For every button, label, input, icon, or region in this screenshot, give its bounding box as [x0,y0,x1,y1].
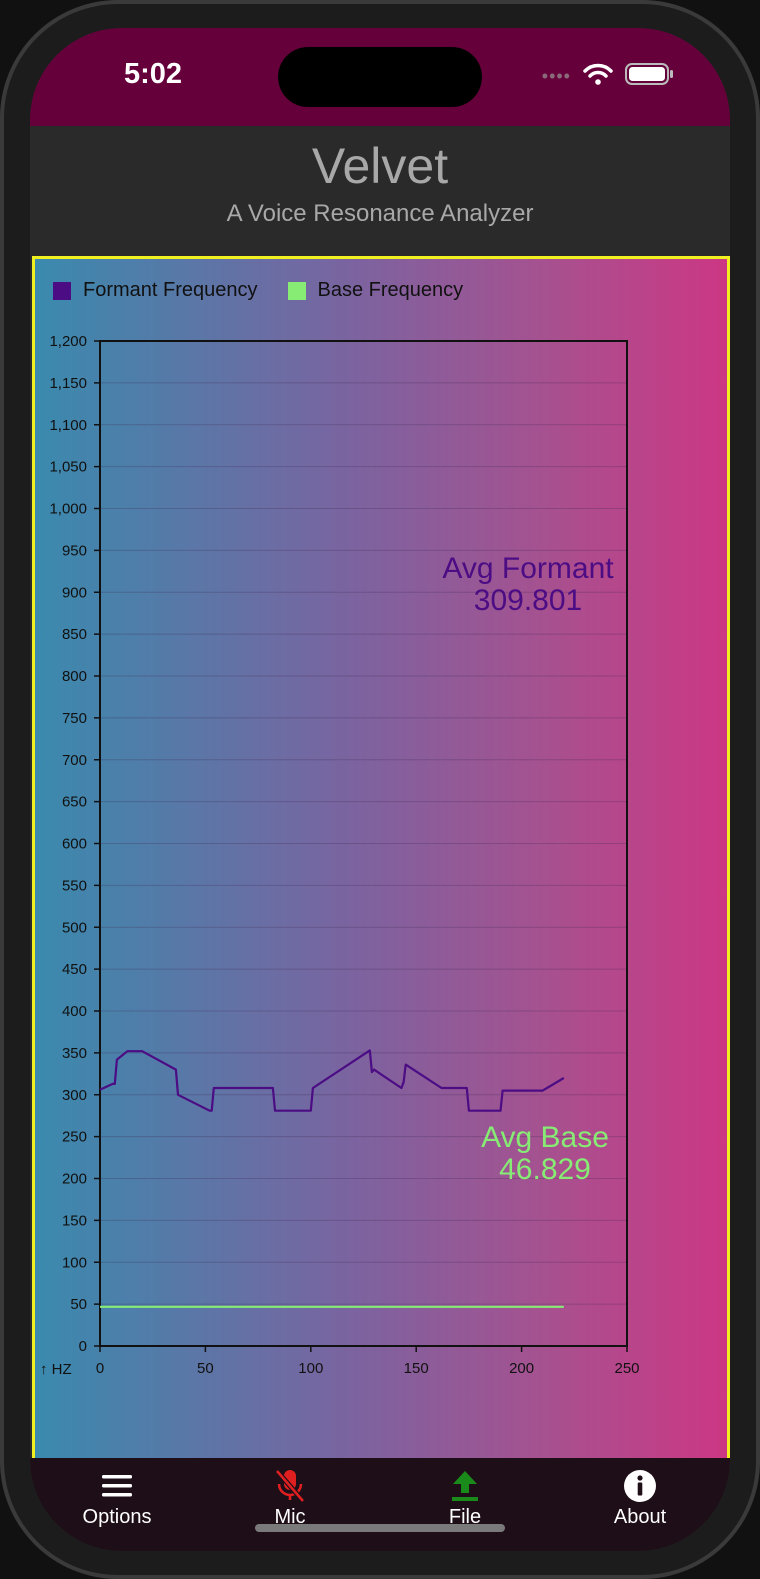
y-tick-label: 300 [62,1087,87,1104]
y-tick-label: 1,000 [49,501,87,518]
y-tick-label: 800 [62,668,87,685]
y-tick-label: 500 [62,919,87,936]
y-tick-label: 700 [62,752,87,769]
y-axis-ticks: 0 50 100 150 200 250 300 350 400 450 500 550 600 650 7… [49,333,100,1355]
tab-bar: Options Mic File [30,1458,730,1551]
tab-label: File [448,1506,482,1528]
frequency-chart: 0501001502002503003504004505005506006507… [40,333,640,1378]
x-axis-ticks: 0 50 100 150 200 250 [96,1346,640,1377]
y-tick-label: 0 [79,1338,87,1355]
tab-options[interactable]: Options [57,1466,177,1529]
x-tick-label: 250 [614,1360,639,1377]
status-time: 5:02 [124,58,183,90]
y-tick-label: 400 [62,1003,87,1020]
tab-about[interactable]: About [580,1466,700,1529]
y-tick-label: 550 [62,877,87,894]
y-tick-label: 1,150 [49,375,87,392]
x-tick-label: 100 [298,1360,323,1377]
y-tick-label: 450 [62,961,87,978]
y-tick-label: 100 [62,1254,87,1271]
y-tick-label: 750 [62,710,87,727]
upload-icon [405,1466,525,1506]
legend-label-base: Base Frequency [317,279,464,301]
app-subtitle: A Voice Resonance Analyzer [226,200,534,227]
tab-label: Options [82,1506,152,1528]
wifi-icon [583,63,613,90]
menu-icon [57,1466,177,1506]
y-tick-label: 150 [62,1212,87,1229]
y-tick-label: 250 [62,1129,87,1146]
mic-off-icon [230,1466,350,1506]
tab-label: About [613,1506,667,1528]
tab-label: Mic [274,1506,306,1528]
legend-swatch-formant [53,281,71,300]
y-tick-label: 1,200 [49,333,87,350]
y-tick-label: 350 [62,1045,87,1062]
plot-frame [99,340,628,1347]
screen: 5:02 •••• Velvet A Voice Resonance [30,28,730,1551]
y-tick-label: 900 [62,584,87,601]
x-tick-label: 50 [197,1360,214,1377]
signal-dots-icon: •••• [541,66,571,86]
status-bar: 5:02 •••• [30,28,730,126]
legend-label-formant: Formant Frequency [83,279,258,301]
y-unit-label: ↑ HZ [40,1361,72,1378]
status-icons: •••• [542,62,675,91]
y-tick-label: 50 [70,1296,87,1313]
y-tick-label: 950 [62,542,87,559]
legend-swatch-base [287,281,306,300]
legend-item-base: Base Frequency [287,279,464,302]
avg-base-label: Avg Base [481,1121,609,1154]
app-title: Velvet [311,138,449,194]
chart-series [99,1049,565,1308]
avg-base-value: 46.829 [499,1153,591,1186]
info-icon [580,1466,700,1506]
chart-grid [100,340,627,1347]
y-tick-label: 650 [62,794,87,811]
y-tick-label: 850 [62,626,87,643]
y-tick-label: 600 [62,836,87,853]
chart-panel: Formant Frequency Base Frequency 0 50 100 1… [32,256,730,1459]
y-tick-label: 1,100 [49,417,87,434]
x-tick-label: 200 [509,1360,534,1377]
tab-mic[interactable]: Mic [230,1466,350,1529]
app-header: Velvet A Voice Resonance Analyzer [30,126,730,254]
x-tick-label: 150 [404,1360,429,1377]
dynamic-island [278,47,482,107]
y-tick-label: 200 [62,1171,87,1188]
home-indicator[interactable] [255,1524,505,1532]
legend-item-formant: Formant Frequency [53,279,258,302]
avg-formant-value: 309.801 [474,584,582,617]
battery-icon [625,62,675,91]
x-tick-label: 0 [96,1360,104,1377]
series-line-formant-frequency [99,1049,565,1112]
chart-legend: Formant Frequency Base Frequency [53,279,485,302]
y-tick-label: 1,050 [49,459,87,476]
tab-file[interactable]: File [405,1466,525,1529]
avg-formant-label: Avg Formant [442,552,614,585]
